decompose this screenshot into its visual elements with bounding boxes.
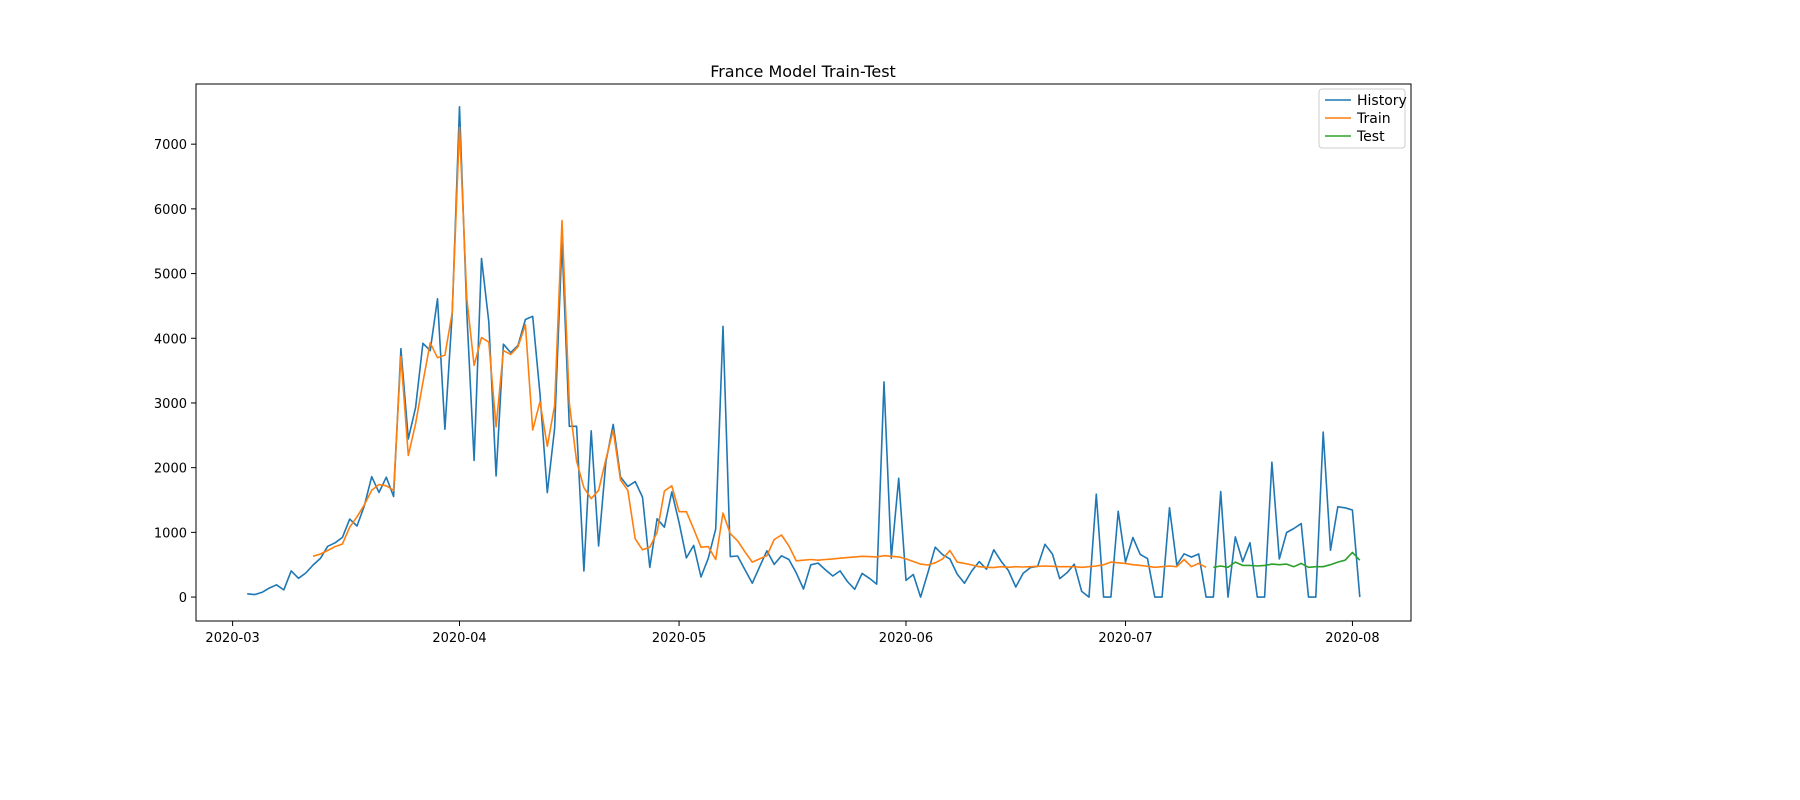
- x-tick-label: 2020-07: [1098, 631, 1152, 646]
- y-tick-label: 0: [179, 591, 187, 606]
- series-line-train: [312, 126, 1207, 569]
- legend: History Train Test: [1318, 88, 1407, 149]
- series-layer: [247, 106, 1361, 598]
- y-tick-label: 5000: [154, 268, 187, 283]
- x-tick-label: 2020-03: [205, 631, 259, 646]
- series-line-test: [1213, 551, 1361, 569]
- x-tick-label: 2020-04: [432, 631, 486, 646]
- y-axis: 0 1000 2000 3000 4000 5000 6000 7000: [154, 138, 196, 606]
- x-tick-label: 2020-05: [652, 631, 706, 646]
- x-axis: 2020-03 2020-04 2020-05 2020-06 2020-07 2020-…: [205, 621, 1380, 646]
- legend-label-train: Train: [1356, 111, 1391, 127]
- x-tick-label: 2020-08: [1325, 631, 1379, 646]
- y-tick-label: 1000: [154, 526, 187, 541]
- y-tick-label: 2000: [154, 462, 187, 477]
- y-tick-label: 3000: [154, 397, 187, 412]
- legend-label-test: Test: [1356, 129, 1385, 145]
- series-line-history: [247, 106, 1361, 598]
- legend-label-history: History: [1357, 93, 1407, 109]
- plot-frame: [195, 83, 1412, 622]
- x-tick-label: 2020-06: [879, 631, 933, 646]
- y-tick-label: 6000: [154, 203, 187, 218]
- chart-title: France Model Train-Test: [710, 62, 896, 81]
- y-tick-label: 7000: [154, 138, 187, 153]
- y-tick-label: 4000: [154, 332, 187, 347]
- legend-box: [1318, 88, 1406, 149]
